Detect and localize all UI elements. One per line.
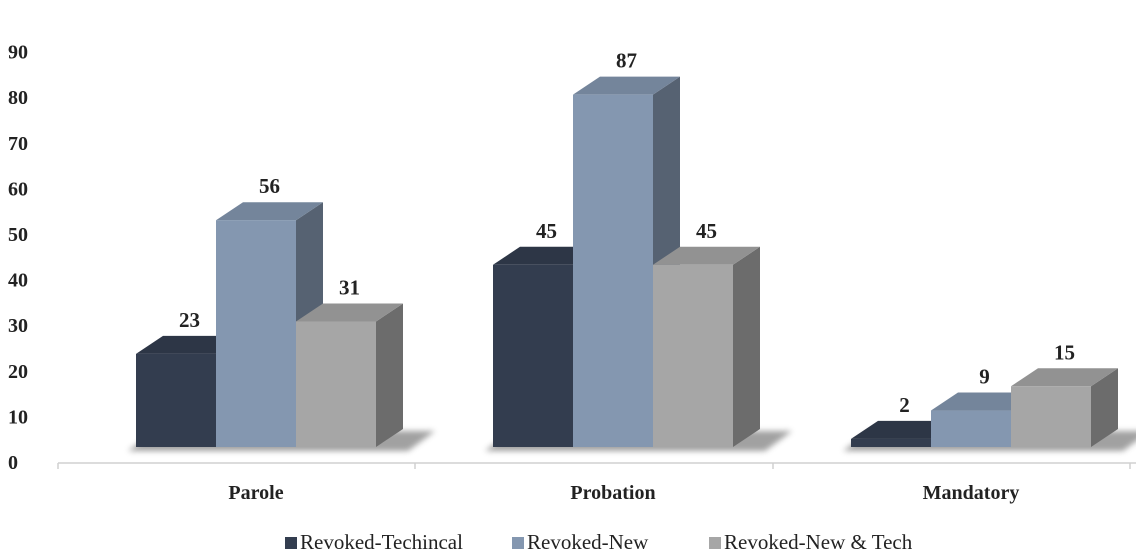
bar-top: [1011, 368, 1118, 387]
data-label: 45: [536, 219, 557, 243]
bar-front: [1011, 386, 1091, 447]
y-tick-label: 10: [8, 406, 28, 428]
bars: [128, 76, 1136, 451]
y-tick-label: 80: [8, 87, 28, 109]
data-labels: 23 56 31 45 87 45 2 9 15: [179, 49, 1075, 417]
data-label: 15: [1054, 340, 1075, 364]
legend: Revoked-Techincal Revoked-New Revoked-New …: [285, 530, 913, 554]
legend-item: Revoked-New: [512, 530, 649, 554]
bar-front: [136, 353, 216, 447]
bar-parole-3: [296, 303, 403, 447]
y-tick-label: 20: [8, 361, 28, 383]
legend-item: Revoked-Techincal: [285, 530, 463, 554]
legend-label: Revoked-Techincal: [300, 530, 463, 554]
y-tick-label: 40: [8, 270, 28, 292]
bar-front: [493, 264, 573, 447]
bar-side: [376, 303, 403, 447]
bar-top: [296, 303, 403, 322]
bar-top: [216, 202, 323, 221]
bar-top: [573, 76, 680, 95]
y-tick-label: 30: [8, 315, 28, 337]
x-tick-label: Probation: [570, 482, 655, 504]
y-tick-label: 70: [8, 133, 28, 155]
legend-swatch: [709, 537, 721, 549]
legend-swatch: [285, 537, 297, 549]
bar-front: [851, 438, 931, 447]
legend-label: Revoked-New: [527, 530, 649, 554]
bar-side: [733, 246, 760, 447]
bar-front: [216, 220, 296, 447]
x-axis: Parole Probation Mandatory: [228, 482, 1019, 504]
data-label: 2: [899, 393, 910, 417]
bar-front: [573, 94, 653, 448]
y-tick-label: 90: [8, 42, 28, 64]
bar-front: [931, 410, 1011, 447]
bar-front: [296, 321, 376, 447]
bar-side: [1091, 368, 1118, 447]
bar-front: [653, 264, 733, 447]
data-label: 87: [616, 49, 637, 73]
bar-probation-3: [653, 246, 760, 447]
y-axis: 0 10 20 30 40 50 60 70 80 90: [8, 42, 1136, 474]
legend-label: Revoked-New & Tech: [724, 530, 913, 554]
data-label: 56: [259, 174, 280, 198]
bar-mandatory-3: [1011, 368, 1118, 447]
y-tick-label: 50: [8, 224, 28, 246]
data-label: 31: [339, 275, 360, 299]
y-tick-label: 0: [8, 452, 18, 474]
legend-item: Revoked-New & Tech: [709, 530, 913, 554]
x-tick-label: Parole: [228, 482, 283, 504]
data-label: 9: [979, 365, 990, 389]
bar-top: [653, 246, 760, 265]
data-label: 23: [179, 308, 200, 332]
legend-swatch: [512, 537, 524, 549]
y-tick-label: 60: [8, 178, 28, 200]
data-label: 45: [696, 219, 717, 243]
x-tick-label: Mandatory: [923, 482, 1020, 504]
